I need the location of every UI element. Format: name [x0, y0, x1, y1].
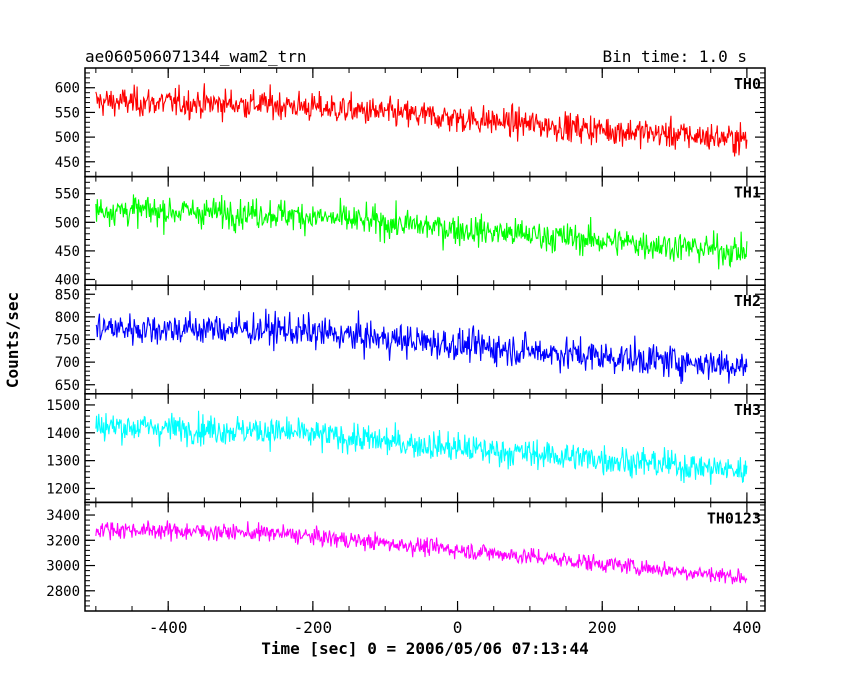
y-tick-label: 1400	[46, 426, 80, 442]
y-tick-label: 700	[55, 355, 80, 371]
y-tick-label: 3000	[46, 559, 80, 575]
panel-th0123: 2800 3000 3200 3400 TH0123	[46, 501, 766, 612]
series-th0123	[95, 520, 748, 585]
y-tick-label: 850	[55, 287, 80, 303]
y-tick-label: 600	[55, 81, 80, 97]
y-tick-label: 750	[55, 333, 80, 349]
y-tick-label: 450	[55, 155, 80, 171]
y-tick-label: 3200	[46, 533, 80, 549]
y-tick-label: 650	[55, 378, 80, 394]
x-axis-label: Time [sec] 0 = 2006/05/06 07:13:44	[261, 639, 589, 658]
panel-th3: 1200 1300 1400 1500 TH3	[46, 393, 766, 504]
y-tick-label: 400	[55, 272, 80, 288]
y-tick-label: 550	[55, 187, 80, 203]
series-th3	[95, 410, 748, 485]
panel-th1: 400 450 500 550 TH1	[55, 175, 766, 288]
x-tick-label: -400	[149, 618, 188, 637]
y-tick-label: 450	[55, 244, 80, 260]
y-tick-label: 500	[55, 130, 80, 146]
y-tick-label: 2800	[46, 584, 80, 600]
panel-frame	[84, 175, 766, 286]
panel-th2: 650 700 750 800 850 TH2	[55, 284, 766, 395]
y-tick-label: 1300	[46, 454, 80, 470]
bin-time-label: Bin time: 1.0 s	[603, 47, 748, 66]
series-th0	[95, 83, 748, 157]
series-label: TH1	[734, 184, 761, 202]
series-label: TH2	[734, 292, 761, 310]
x-tick-label: 0	[453, 618, 463, 637]
y-tick-label: 550	[55, 105, 80, 121]
y-tick-label: 800	[55, 310, 80, 326]
series-th1	[95, 194, 748, 270]
chart-title: ae060506071344_wam2_trn	[85, 47, 307, 66]
y-tick-label: 1500	[46, 398, 80, 414]
series-th2	[95, 308, 748, 384]
panels-group: 450 500 550 600 TH0 400 450 500 550 TH1 650 700 750 8…	[46, 67, 766, 637]
x-tick-label: -200	[294, 618, 333, 637]
y-axis-label: Counts/sec	[3, 292, 22, 388]
panel-frame	[84, 501, 766, 612]
series-label: TH0123	[707, 509, 761, 527]
y-tick-label: 3400	[46, 508, 80, 524]
series-label: TH3	[734, 401, 761, 419]
panel-th0: 450 500 550 600 TH0	[55, 67, 766, 178]
series-label: TH0	[734, 75, 761, 93]
y-tick-label: 500	[55, 215, 80, 231]
x-tick-label: 200	[588, 618, 617, 637]
x-tick-label: 400	[732, 618, 761, 637]
y-tick-label: 1200	[46, 481, 80, 497]
